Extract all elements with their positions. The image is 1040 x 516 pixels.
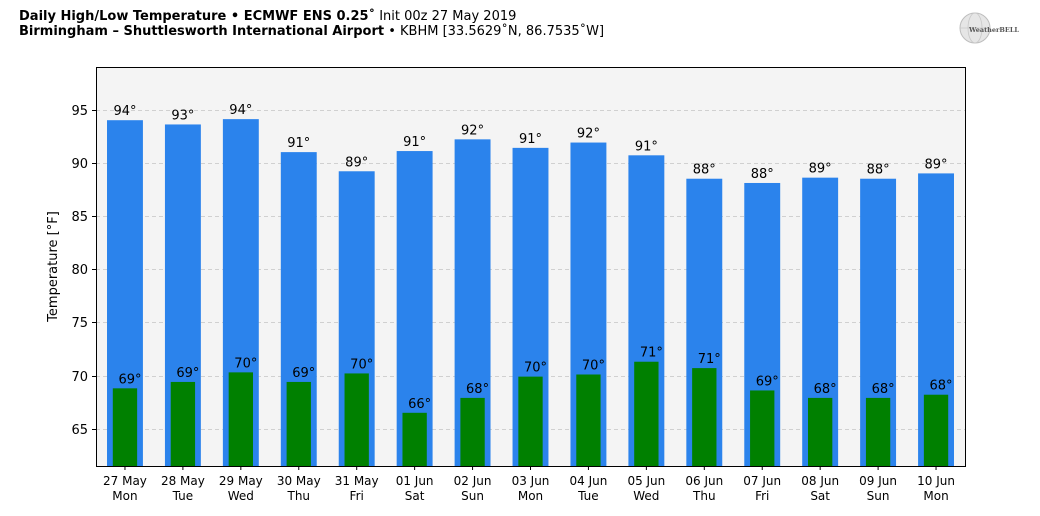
low-value-label: 70° xyxy=(234,356,257,371)
x-tick-weekday: Sun xyxy=(461,489,484,503)
x-tick-weekday: Thu xyxy=(692,489,716,503)
low-bar xyxy=(865,397,891,466)
low-bar xyxy=(460,397,485,466)
title-init: Init 00z 27 May 2019 xyxy=(375,9,517,24)
x-tick-weekday: Sat xyxy=(810,489,830,503)
y-axis: 65 70 75 80 85 90 95 xyxy=(71,104,96,438)
x-tick-date: 30 May xyxy=(277,474,321,488)
low-bar xyxy=(170,381,196,466)
x-tick-weekday: Mon xyxy=(923,489,948,503)
low-value-label: 70° xyxy=(350,357,373,372)
high-value-label: 91° xyxy=(403,135,426,150)
x-tick-weekday: Mon xyxy=(112,489,137,503)
x-tick-weekday: Sat xyxy=(405,489,425,503)
high-value-label: 89° xyxy=(345,155,368,170)
x-tick-date: 08 Jun xyxy=(801,474,839,488)
low-bar xyxy=(344,373,369,466)
low-value-label: 70° xyxy=(582,358,605,373)
x-tick-date: 10 Jun xyxy=(917,474,955,488)
y-tick-label: 80 xyxy=(71,263,88,278)
low-bar xyxy=(286,381,311,466)
high-value-label: 91° xyxy=(519,132,542,147)
low-bar xyxy=(634,361,659,466)
low-bar xyxy=(923,394,949,466)
x-tick-date: 09 Jun xyxy=(859,474,897,488)
x-tick-weekday: Wed xyxy=(633,489,659,503)
high-value-label: 89° xyxy=(925,157,948,172)
x-tick-date: 04 Jun xyxy=(570,474,608,488)
high-value-label: 94° xyxy=(229,103,252,118)
low-value-label: 68° xyxy=(930,379,953,394)
station-coords: • KBHM [33.5629˚N, 86.7535˚W] xyxy=(384,24,605,39)
low-value-label: 68° xyxy=(466,382,489,397)
x-tick-weekday: Sun xyxy=(867,489,890,503)
low-value-label: 66° xyxy=(408,397,431,412)
low-value-label: 71° xyxy=(698,352,721,367)
y-tick-label: 70 xyxy=(71,370,88,385)
high-value-label: 88° xyxy=(751,167,774,182)
x-tick-date: 06 Jun xyxy=(685,474,723,488)
high-value-label: 88° xyxy=(693,163,716,178)
low-bar xyxy=(576,374,601,466)
x-tick-date: 05 Jun xyxy=(627,474,665,488)
title-main: Daily High/Low Temperature • ECMWF ENS 0… xyxy=(19,9,376,24)
y-tick-label: 75 xyxy=(71,316,88,331)
high-value-label: 94° xyxy=(113,104,136,119)
x-tick-date: 02 Jun xyxy=(454,474,492,488)
weatherbell-globe-icon xyxy=(959,12,991,44)
low-value-label: 68° xyxy=(814,382,837,397)
x-tick-date: 07 Jun xyxy=(743,474,781,488)
x-tick-weekday: Fri xyxy=(755,489,769,503)
low-bar xyxy=(808,397,833,466)
low-value-label: 69° xyxy=(118,372,141,387)
x-tick-weekday: Fri xyxy=(350,489,364,503)
x-tick-date: 31 May xyxy=(335,474,379,488)
x-tick-weekday: Tue xyxy=(172,489,194,503)
x-tick-weekday: Mon xyxy=(518,489,543,503)
high-value-label: 93° xyxy=(171,108,194,123)
high-value-label: 91° xyxy=(635,139,658,154)
x-tick-date: 03 Jun xyxy=(512,474,550,488)
low-bar xyxy=(112,388,138,466)
y-axis-label: Temperature [°F] xyxy=(46,211,61,323)
chart-title-block: Daily High/Low Temperature • ECMWF ENS 0… xyxy=(19,9,604,39)
low-value-label: 68° xyxy=(872,382,895,397)
low-value-label: 69° xyxy=(756,374,779,389)
logo-text: WeatherBELL xyxy=(968,26,1019,34)
low-bar xyxy=(692,368,717,466)
high-value-label: 92° xyxy=(577,127,600,142)
low-bar xyxy=(402,412,427,466)
station-name: Birmingham – Shuttlesworth International… xyxy=(19,24,385,39)
low-value-label: 70° xyxy=(524,361,547,376)
x-tick-weekday: Tue xyxy=(577,489,599,503)
low-bar xyxy=(228,372,253,466)
low-value-label: 69° xyxy=(176,366,199,381)
x-tick-date: 01 Jun xyxy=(396,474,434,488)
low-value-label: 71° xyxy=(640,346,663,361)
low-bar xyxy=(750,390,775,466)
title-line-2: Birmingham – Shuttlesworth International… xyxy=(19,24,604,39)
low-bar xyxy=(518,376,543,466)
title-line-1: Daily High/Low Temperature • ECMWF ENS 0… xyxy=(19,9,604,24)
high-value-label: 92° xyxy=(461,123,484,138)
y-tick-label: 85 xyxy=(71,210,88,225)
x-tick-date: 28 May xyxy=(161,474,205,488)
high-value-label: 88° xyxy=(867,163,890,178)
x-tick-weekday: Wed xyxy=(228,489,254,503)
x-tick-weekday: Thu xyxy=(286,489,310,503)
y-tick-label: 95 xyxy=(71,104,88,119)
y-tick-label: 90 xyxy=(71,157,88,172)
high-value-label: 89° xyxy=(809,162,832,177)
x-tick-date: 27 May xyxy=(103,474,147,488)
high-value-label: 91° xyxy=(287,136,310,151)
low-value-label: 69° xyxy=(292,366,315,381)
data-labels: 94° 69° 93° 69° 94° 70° 91° 69° 89° 70° 91° 66° 92° 6… xyxy=(113,103,952,412)
weatherbell-logo: WeatherBELL xyxy=(959,12,1019,44)
low-temperature-bars xyxy=(112,361,949,466)
x-tick-date: 29 May xyxy=(219,474,263,488)
y-tick-label: 65 xyxy=(71,423,88,438)
